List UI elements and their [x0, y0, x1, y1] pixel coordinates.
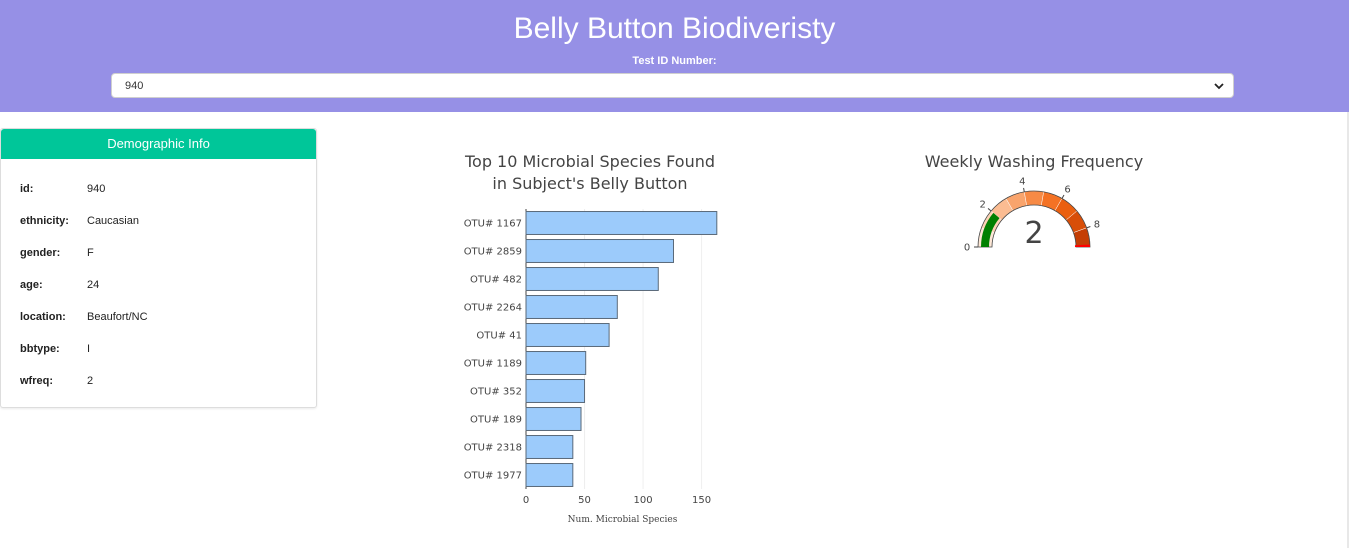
gauge-value-label: 2: [1024, 216, 1043, 251]
demographic-value: 2: [87, 375, 94, 387]
demographic-value: 24: [87, 279, 100, 291]
gauge-title: Weekly Washing Frequency: [925, 152, 1143, 171]
x-tick-label: 150: [692, 495, 711, 506]
scrollbar-track[interactable]: [1347, 112, 1349, 548]
test-id-select[interactable]: 940: [111, 73, 1234, 98]
gauge-chart: Weekly Washing Frequency 0 2 4 6 8 2: [925, 152, 1143, 254]
bar: [525, 435, 574, 459]
gauge-threshold: [1074, 244, 1090, 247]
gauge-tick: [987, 208, 992, 212]
bar: [525, 407, 582, 431]
demographic-value: 940: [87, 183, 106, 195]
demographic-value: F: [87, 247, 94, 259]
gauge-tick: [1023, 187, 1025, 192]
gauge-tick-label: 8: [1094, 220, 1100, 231]
header: Belly Button Biodiveristy Test ID Number…: [0, 0, 1349, 112]
x-tick-label: 100: [634, 495, 653, 506]
gauge-tick-label: 6: [1064, 184, 1070, 195]
demographic-key: id:: [20, 183, 34, 195]
chevron-down-icon: [1214, 83, 1224, 90]
y-tick-label: OTU# 2318: [464, 443, 522, 454]
gauge-tick-label: 0: [964, 243, 970, 254]
demographic-key: age:: [20, 279, 43, 291]
demographic-panel-title: Demographic Info: [1, 129, 316, 159]
bar: [525, 295, 618, 319]
demographic-value: Beaufort/NC: [87, 311, 148, 323]
gauge-tick: [1061, 194, 1065, 199]
bar: [525, 463, 574, 487]
x-tick-label: 50: [578, 495, 591, 506]
y-tick-label: OTU# 189: [470, 415, 522, 426]
bar: [525, 323, 610, 347]
y-tick-label: OTU# 2264: [464, 303, 522, 314]
demographic-key: location:: [20, 311, 66, 323]
demographic-key: bbtype:: [20, 343, 60, 355]
y-tick-label: OTU# 2859: [464, 247, 522, 258]
demographic-panel: Demographic Info id: 940 ethnicity: Caucasi…: [0, 128, 317, 408]
bar: [525, 351, 587, 375]
x-axis-title: Num. Microbial Species: [568, 515, 678, 525]
y-tick-label: OTU# 1189: [464, 359, 522, 370]
chart-title: Top 10 Microbial Species Found in Subject…: [464, 152, 715, 193]
y-tick-label: OTU# 482: [470, 275, 522, 286]
bar: [525, 211, 718, 235]
demographic-key: wfreq:: [20, 375, 53, 387]
y-tick-label: OTU# 41: [476, 331, 522, 342]
demographic-key: gender:: [20, 247, 61, 259]
chart-title-line: in Subject's Belly Button: [492, 174, 687, 193]
bar: [525, 239, 674, 263]
demographic-value: I: [87, 343, 91, 355]
x-tick-label: 0: [523, 495, 529, 506]
page-title: Belly Button Biodiveristy: [513, 12, 836, 45]
y-tick-label: OTU# 352: [470, 387, 522, 398]
bar: [525, 267, 659, 291]
bar: [525, 379, 586, 403]
gauge-tick-label: 2: [979, 199, 985, 210]
demographic-value: Caucasian: [87, 215, 139, 227]
select-label: Test ID Number:: [632, 55, 717, 67]
gauge-tick-label: 4: [1019, 177, 1025, 188]
gauge-value-bar: [981, 212, 1000, 247]
gauge-step: [1023, 190, 1045, 206]
y-tick-label: OTU# 1167: [464, 219, 522, 230]
gauge-tick: [1086, 226, 1091, 229]
y-tick-label: OTU# 1977: [464, 471, 522, 482]
bar-chart: Top 10 Microbial Species Found in Subject…: [464, 152, 718, 525]
demographic-key: ethnicity:: [20, 215, 69, 227]
selected-id-value: 940: [125, 80, 144, 92]
chart-title-line: Top 10 Microbial Species Found: [464, 152, 715, 171]
